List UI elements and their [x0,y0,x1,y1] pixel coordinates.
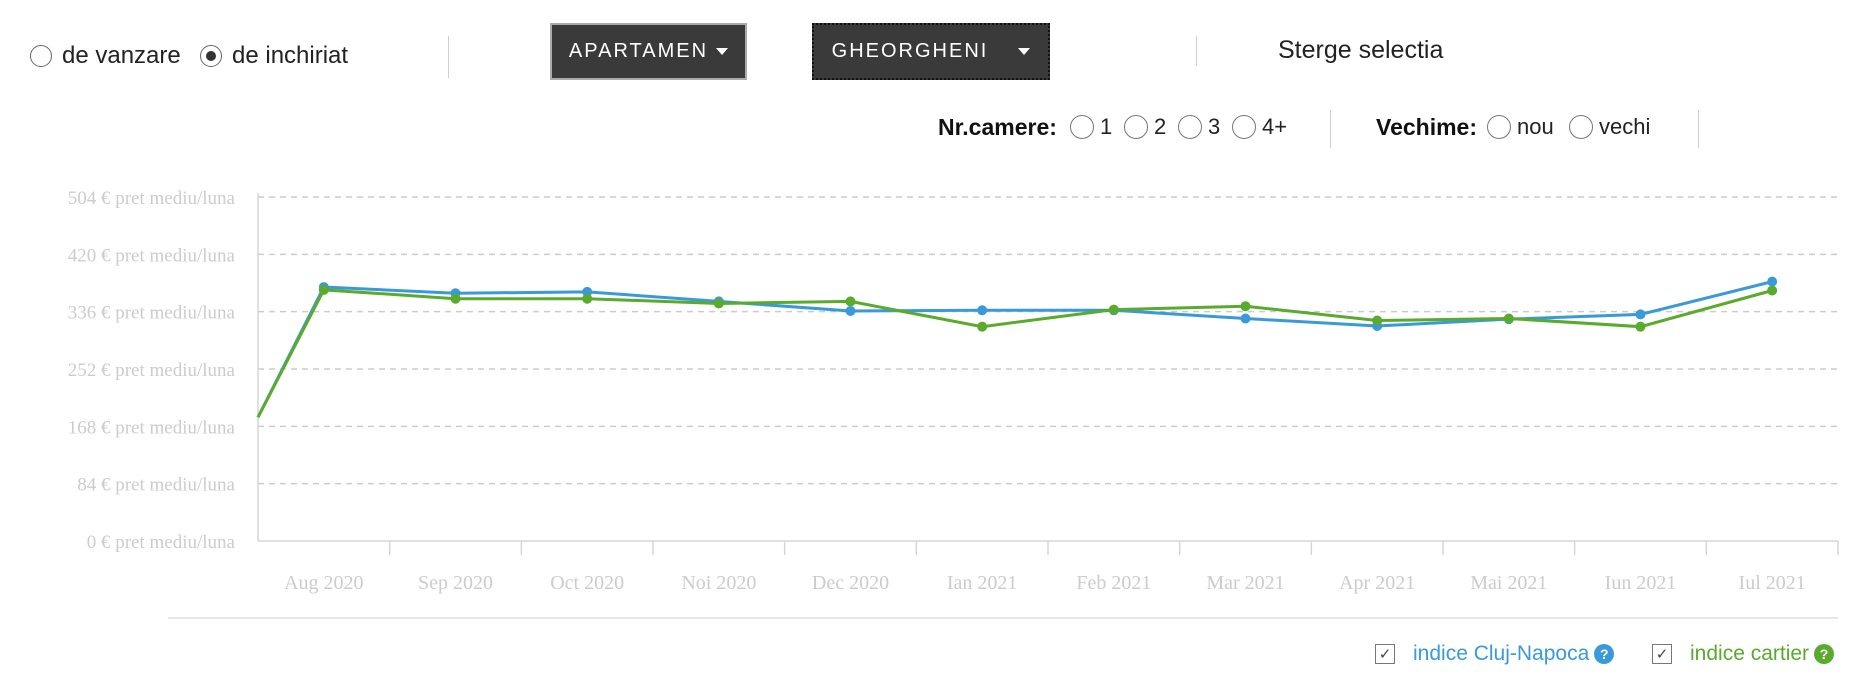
rooms-option-label: 3 [1208,114,1221,139]
property-type-label: APARTAMEN [568,40,709,62]
clear-selection-link[interactable]: Sterge selectia [1278,36,1444,64]
y-tick-label: 504 € pret mediu/luna [68,188,236,209]
x-tick-label: Ian 2021 [947,572,1018,594]
age-option-nou[interactable]: nou [1487,114,1554,140]
help-icon[interactable]: ? [1594,644,1615,664]
x-tick-label: Iun 2021 [1605,572,1677,594]
radio-de-inchiriat[interactable]: de inchiriat [200,42,348,70]
x-tick-label: Mar 2021 [1206,572,1284,594]
data-point[interactable] [977,305,988,316]
x-tick-label: Iul 2021 [1739,572,1806,594]
rooms-option-label: 1 [1100,114,1113,139]
radio-de-vanzare[interactable]: de vanzare [30,42,181,70]
data-point[interactable] [1503,313,1514,324]
y-tick-label: 0 € pret mediu/luna [87,532,236,553]
radio-circle [1487,115,1511,139]
age-filter-label: Vechime: [1376,114,1477,140]
x-tick-label: Mai 2021 [1470,572,1547,594]
divider [1196,36,1197,66]
divider [1330,110,1331,148]
x-tick-label: Oct 2020 [550,572,624,594]
legend-item-city[interactable]: ✓ indice Cluj-Napoca ? [1375,642,1615,666]
age-option-label: vechi [1599,114,1651,139]
divider [448,36,449,78]
rooms-option-label: 2 [1154,114,1167,139]
data-point[interactable] [845,305,856,316]
x-tick-label: Aug 2020 [284,572,363,594]
data-point[interactable] [450,293,461,304]
rooms-option-2[interactable]: 2 [1124,114,1166,140]
radio-circle [1569,115,1593,139]
rooms-option-3[interactable]: 3 [1178,114,1220,140]
price-index-chart: 0 € pret mediu/luna 84 € pret mediu/luna 1… [68,188,1839,619]
radio-circle [1178,115,1202,139]
age-option-vechi[interactable]: vechi [1569,114,1650,140]
data-point[interactable] [1635,309,1646,320]
legend-item-district[interactable]: ✓ indice cartier ? [1652,642,1835,666]
data-point[interactable] [1767,285,1778,296]
area-dropdown[interactable]: GHEORGHENI [812,23,1050,80]
rooms-option-label: 4+ [1262,114,1288,139]
rooms-option-4plus[interactable]: 4+ [1232,114,1287,140]
data-point[interactable] [1767,276,1778,287]
data-point[interactable] [1240,313,1251,324]
y-tick-label: 168 € pret mediu/luna [68,417,236,438]
radio-label: de inchiriat [232,42,349,69]
data-point[interactable] [1635,321,1646,332]
checkbox-checked[interactable]: ✓ [1375,644,1395,664]
rooms-option-1[interactable]: 1 [1070,114,1112,140]
x-tick-label: Noi 2020 [681,572,756,594]
data-point[interactable] [1372,315,1383,326]
area-label: GHEORGHENI [831,40,989,62]
help-icon[interactable]: ? [1814,644,1835,664]
x-tick-label: Apr 2021 [1339,572,1415,594]
checkbox-checked[interactable]: ✓ [1652,644,1672,664]
radio-circle-selected [200,45,222,67]
y-tick-label: 84 € pret mediu/luna [77,475,235,496]
data-point[interactable] [582,293,593,304]
x-tick-label: Feb 2021 [1076,572,1151,594]
series-line [256,280,1773,418]
y-tick-label: 336 € pret mediu/luna [68,303,236,324]
radio-circle [1232,115,1256,139]
rooms-filter-label: Nr.camere: [938,114,1057,140]
x-tick-label: Sep 2020 [418,572,493,594]
data-point[interactable] [318,284,329,295]
y-tick-label: 420 € pret mediu/luna [68,245,236,266]
x-tick-label: Dec 2020 [812,572,889,594]
caret-down-icon [1018,48,1031,55]
legend-city-label: indice Cluj-Napoca [1413,642,1590,665]
radio-circle [1070,115,1094,139]
data-point[interactable] [713,298,724,309]
divider [1698,110,1699,148]
age-option-label: nou [1517,114,1554,139]
caret-down-icon [716,48,729,55]
data-point[interactable] [977,321,988,332]
data-point[interactable] [1108,304,1119,315]
radio-label: de vanzare [62,42,181,69]
property-type-dropdown[interactable]: APARTAMEN [550,23,747,80]
radio-circle [1124,115,1148,139]
data-point[interactable] [1240,301,1251,312]
legend-district-label: indice cartier [1690,642,1810,665]
radio-circle [30,45,52,67]
data-point[interactable] [845,296,856,307]
y-tick-label: 252 € pret mediu/luna [68,360,236,381]
